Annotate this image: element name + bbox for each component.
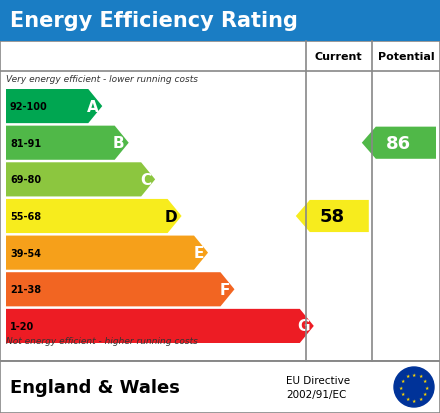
Polygon shape xyxy=(6,163,155,197)
Text: ★: ★ xyxy=(425,385,429,389)
Text: 21-38: 21-38 xyxy=(10,285,41,294)
Text: ★: ★ xyxy=(423,391,427,396)
Text: 39-54: 39-54 xyxy=(10,248,41,258)
Text: G: G xyxy=(297,319,310,334)
Text: F: F xyxy=(220,282,231,297)
Text: C: C xyxy=(140,173,151,188)
Text: Energy Efficiency Rating: Energy Efficiency Rating xyxy=(10,11,298,31)
Text: 1-20: 1-20 xyxy=(10,321,34,331)
Text: 55-68: 55-68 xyxy=(10,211,41,221)
Text: 86: 86 xyxy=(386,134,411,152)
Polygon shape xyxy=(6,309,314,343)
Polygon shape xyxy=(362,127,436,159)
Text: ★: ★ xyxy=(412,398,416,403)
Text: B: B xyxy=(113,136,125,151)
Polygon shape xyxy=(6,236,208,270)
Text: ★: ★ xyxy=(423,378,427,383)
Text: 69-80: 69-80 xyxy=(10,175,41,185)
Polygon shape xyxy=(6,273,235,306)
Text: Not energy efficient - higher running costs: Not energy efficient - higher running co… xyxy=(6,336,198,345)
Text: Very energy efficient - lower running costs: Very energy efficient - lower running co… xyxy=(6,75,198,84)
Text: ★: ★ xyxy=(412,372,416,377)
Polygon shape xyxy=(6,199,182,233)
Text: ★: ★ xyxy=(418,373,423,378)
Text: ★: ★ xyxy=(399,385,403,389)
Bar xyxy=(0,361,440,413)
Polygon shape xyxy=(6,126,129,160)
Text: ★: ★ xyxy=(400,378,405,383)
Text: ★: ★ xyxy=(405,373,410,378)
Bar xyxy=(0,42,440,361)
Text: E: E xyxy=(194,246,204,261)
Text: A: A xyxy=(87,100,98,114)
Text: ★: ★ xyxy=(418,396,423,401)
Text: ★: ★ xyxy=(405,396,410,401)
Text: 58: 58 xyxy=(320,207,345,225)
Text: EU Directive: EU Directive xyxy=(286,375,350,385)
Text: 2002/91/EC: 2002/91/EC xyxy=(286,389,346,399)
Text: 92-100: 92-100 xyxy=(10,102,48,112)
Bar xyxy=(0,0,440,42)
Text: Current: Current xyxy=(315,52,363,62)
Text: 81-91: 81-91 xyxy=(10,138,41,148)
Polygon shape xyxy=(6,90,102,124)
Text: Potential: Potential xyxy=(378,52,434,62)
Text: D: D xyxy=(165,209,178,224)
Polygon shape xyxy=(296,200,369,233)
Text: England & Wales: England & Wales xyxy=(10,378,180,396)
Circle shape xyxy=(394,367,434,407)
Text: ★: ★ xyxy=(400,391,405,396)
